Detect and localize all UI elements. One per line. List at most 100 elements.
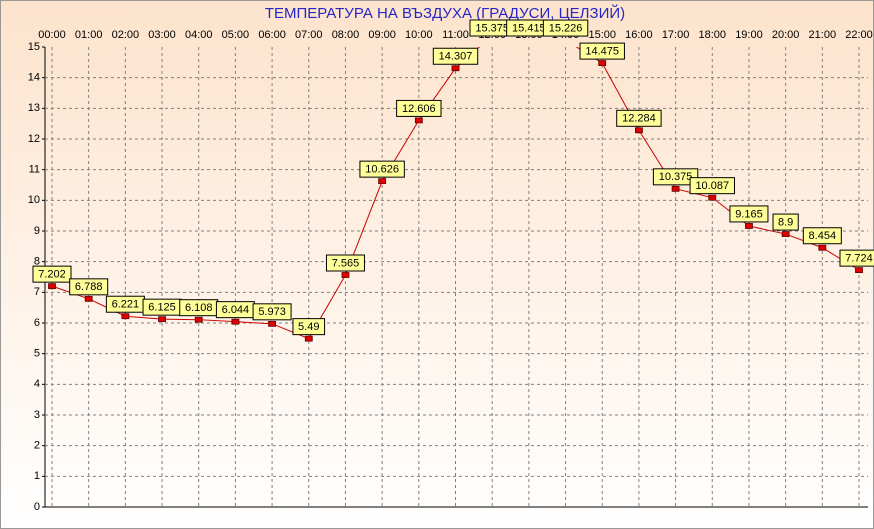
x-tick-label: 17:00 <box>662 29 690 41</box>
x-tick-label: 01:00 <box>75 29 103 41</box>
value-label: 15.226 <box>549 22 583 34</box>
value-label: 14.475 <box>585 46 619 58</box>
value-label-box <box>616 109 662 127</box>
chart-title: ТЕМПЕРАТУРА НА ВЪЗДУХА (ГРАДУСИ, ЦЕЛЗИЙ) <box>265 4 625 22</box>
point <box>341 272 350 278</box>
point <box>414 117 423 124</box>
point <box>855 267 863 274</box>
value-label-box <box>689 177 735 195</box>
value-label: 7.724 <box>845 253 873 265</box>
value-label: 6.221 <box>112 299 140 311</box>
point <box>598 60 607 66</box>
value-label-box <box>32 265 72 283</box>
x-tick-label: 10:00 <box>405 29 433 41</box>
x-tick-label: 11:00 <box>442 29 469 41</box>
value-label-box <box>69 278 109 296</box>
value-label: 8.454 <box>809 230 837 242</box>
plot <box>48 47 863 342</box>
point <box>231 318 240 325</box>
x-tick-label: 09:00 <box>368 29 396 41</box>
x-tick-label: 16:00 <box>625 29 653 41</box>
value-label: 14.307 <box>439 51 473 63</box>
point <box>194 316 203 323</box>
value-label-box <box>252 303 292 321</box>
x-tick-label: 07:00 <box>295 29 323 41</box>
y-tick-label: 8 <box>34 256 40 268</box>
value-label: 6.125 <box>148 302 176 314</box>
value-label-box <box>359 160 405 178</box>
x-tick-label: 02:00 <box>112 29 140 41</box>
y-tick-label: 9 <box>34 225 40 237</box>
y-tick-label: 10 <box>28 194 40 206</box>
value-label: 6.044 <box>222 304 250 316</box>
value-label-box <box>542 19 589 37</box>
y-tick-label: 12 <box>28 133 40 145</box>
y-tick-label: 13 <box>28 102 40 114</box>
value-label: 9.165 <box>735 208 763 220</box>
value-label: 6.108 <box>185 302 213 314</box>
point <box>121 313 130 320</box>
y-tick-label: 3 <box>34 409 40 421</box>
value-label-box <box>652 168 699 186</box>
y-tick-label: 15 <box>28 41 40 53</box>
point <box>378 178 387 185</box>
value-label-box <box>579 42 625 60</box>
point <box>818 244 827 251</box>
point <box>708 194 717 201</box>
x-tick-label: 20:00 <box>772 29 800 41</box>
value-label: 12.284 <box>622 113 656 125</box>
value-label-box <box>325 254 365 272</box>
point <box>48 283 56 290</box>
value-label: 5.49 <box>298 321 319 333</box>
x-tick-label: 06:00 <box>258 29 286 41</box>
y-tick-label: 0 <box>34 501 40 513</box>
value-label-box <box>292 318 326 336</box>
value-label: 10.087 <box>695 180 729 192</box>
value-label-box <box>432 47 479 65</box>
y-tick-label: 7 <box>34 286 40 298</box>
point <box>84 295 93 302</box>
value-label: 7.202 <box>38 269 66 281</box>
value-label: 15.375 <box>475 22 509 34</box>
x-tick-label: 03:00 <box>148 29 176 41</box>
x-tick-label: 04:00 <box>185 29 213 41</box>
value-label-box <box>839 249 874 267</box>
value-label: 10.626 <box>365 164 399 176</box>
value-label-box <box>396 99 442 117</box>
point <box>451 65 460 72</box>
x-tick-label: 18:00 <box>699 29 727 41</box>
y-tick-label: 14 <box>28 72 40 84</box>
value-label-box <box>729 205 769 223</box>
point <box>268 320 276 327</box>
point <box>158 316 166 323</box>
x-tick-label: 08:00 <box>332 29 360 41</box>
value-label-box <box>772 213 799 231</box>
point <box>781 231 790 237</box>
y-tick-label: 1 <box>34 470 40 482</box>
point <box>671 185 680 192</box>
y-tick-label: 5 <box>34 348 40 360</box>
value-label-box <box>802 227 842 245</box>
value-label: 6.788 <box>75 281 103 293</box>
value-label: 12.606 <box>402 103 436 115</box>
y-tick-label: 6 <box>34 317 40 329</box>
value-label: 5.973 <box>258 306 286 318</box>
y-tick-label: 11 <box>29 164 40 176</box>
x-tick-label: 21:00 <box>809 29 837 41</box>
x-tick-label: 05:00 <box>222 29 250 41</box>
x-tick-label: 00:00 <box>38 29 66 41</box>
x-tick-label: 22:00 <box>845 29 873 41</box>
y-tick-label: 2 <box>34 440 40 452</box>
value-label: 7.565 <box>332 257 360 269</box>
x-tick-label: 19:00 <box>735 29 763 41</box>
value-label: 15.415 <box>512 22 546 34</box>
point <box>635 127 643 134</box>
point <box>304 335 313 342</box>
point <box>745 223 753 229</box>
value-label: 8.9 <box>778 216 793 228</box>
y-tick-label: 4 <box>34 378 40 390</box>
value-label: 10.375 <box>659 171 693 183</box>
x-tick-label: 15:00 <box>588 29 616 41</box>
